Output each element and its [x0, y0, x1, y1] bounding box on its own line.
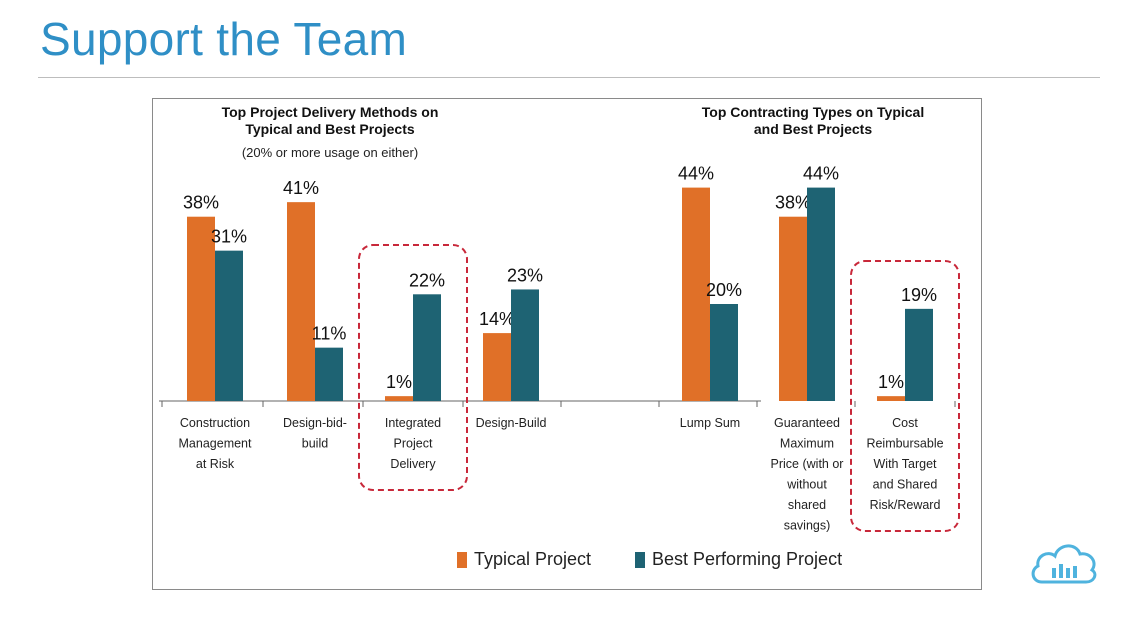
category-label: Management [179, 437, 252, 451]
chart-title: Top Contracting Types on Typical [702, 104, 924, 120]
chart-title: Typical and Best Projects [245, 121, 415, 137]
category-label: Integrated [385, 416, 441, 430]
bar-typical-project [187, 216, 215, 401]
category-label: shared [788, 498, 826, 512]
category-label: Delivery [390, 457, 436, 471]
data-label: 23% [507, 265, 543, 285]
data-label: 44% [678, 164, 714, 184]
data-label: 14% [479, 309, 515, 329]
bar-typical-project [877, 396, 905, 401]
data-label: 19% [901, 285, 937, 305]
bar-typical-project [682, 187, 710, 401]
bar-best-performing-project [315, 347, 343, 401]
title-divider [38, 77, 1100, 78]
bar-typical-project [483, 333, 511, 401]
category-label: With Target [874, 457, 938, 471]
data-label: 38% [775, 193, 811, 213]
category-label: Construction [180, 416, 250, 430]
category-label: savings) [784, 519, 831, 533]
category-label: Price (with or [771, 457, 844, 471]
data-label: 41% [283, 178, 319, 198]
category-label: and Shared [873, 478, 938, 492]
data-label: 38% [183, 193, 219, 213]
data-label: 31% [211, 227, 247, 247]
legend-swatch-typical [457, 552, 467, 568]
category-label: Lump Sum [680, 416, 740, 430]
bar-best-performing-project [511, 289, 539, 401]
legend-label: Best Performing Project [652, 549, 842, 569]
highlight-box [358, 244, 468, 491]
bar-best-performing-project [710, 304, 738, 401]
category-label: Maximum [780, 437, 834, 451]
bar-best-performing-project [807, 187, 835, 401]
category-label: Reimbursable [866, 437, 943, 451]
category-label: at Risk [196, 457, 235, 471]
bar-typical-project [287, 202, 315, 401]
category-label: Risk/Reward [870, 498, 941, 512]
legend-label: Typical Project [474, 549, 591, 569]
bar-typical-project [779, 216, 807, 401]
bar-typical-project [385, 396, 413, 401]
chart-title: Top Project Delivery Methods on [222, 104, 439, 120]
data-label: 20% [706, 280, 742, 300]
category-label: Design-bid- [283, 416, 347, 430]
category-label: without [786, 478, 827, 492]
category-label: Design-Build [476, 416, 547, 430]
chart-subtitle: (20% or more usage on either) [242, 145, 418, 160]
data-label: 1% [878, 372, 904, 392]
chart-title: and Best Projects [754, 121, 872, 137]
data-label: 44% [803, 164, 839, 184]
highlight-box [850, 260, 960, 532]
bar-best-performing-project [215, 250, 243, 401]
data-label: 22% [409, 270, 445, 290]
slide-title: Support the Team [40, 13, 408, 65]
data-label: 11% [312, 324, 347, 344]
cloud-icon [1028, 538, 1100, 593]
category-label: build [302, 437, 328, 451]
chart-frame: Top Project Delivery Methods on Typical a… [152, 98, 982, 590]
data-label: 1% [386, 372, 412, 392]
legend-swatch-best [635, 552, 645, 568]
category-label: Guaranteed [774, 416, 840, 430]
category-label: Cost [892, 416, 918, 430]
bar-best-performing-project [413, 294, 441, 401]
category-label: Project [394, 437, 433, 451]
bar-best-performing-project [905, 308, 933, 401]
